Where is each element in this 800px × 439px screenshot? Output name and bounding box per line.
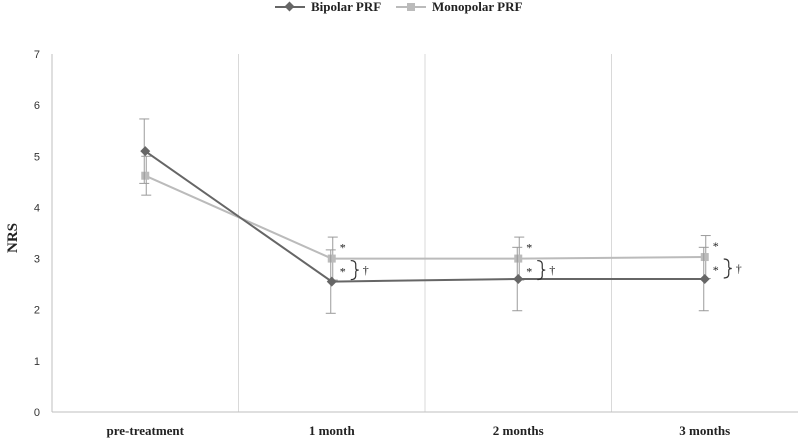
monopolar-point bbox=[700, 253, 709, 262]
bipolar-series-line bbox=[144, 150, 705, 283]
y-tick-label: 4 bbox=[34, 202, 40, 214]
x-tick-label: 1 month bbox=[309, 423, 356, 438]
bipolar-significance-mark: * bbox=[340, 265, 346, 279]
between-group-brace bbox=[350, 259, 359, 281]
x-tick-label: 3 months bbox=[679, 423, 730, 438]
y-tick-label: 6 bbox=[34, 100, 40, 112]
monopolar-significance-mark: * bbox=[340, 241, 346, 255]
legend-bipolar-marker bbox=[284, 1, 295, 12]
monopolar-point bbox=[327, 254, 336, 263]
legend-monopolar-label: Monopolar PRF bbox=[432, 0, 522, 14]
y-axis-label: NRS bbox=[5, 223, 21, 253]
legend: Bipolar PRF Monopolar PRF bbox=[275, 0, 522, 14]
bipolar-point bbox=[513, 274, 524, 285]
plot-area: 0 1 2 3 4 5 6 7 pre-treatment 1 month 2 months 3 mo… bbox=[34, 49, 798, 438]
between-group-mark: † bbox=[736, 262, 742, 276]
y-tick-label: 3 bbox=[34, 254, 40, 266]
legend-monopolar-marker bbox=[407, 3, 415, 11]
bipolar-point bbox=[140, 146, 151, 157]
monopolar-point bbox=[141, 171, 150, 180]
between-group-mark: † bbox=[549, 263, 555, 277]
between-group-mark: † bbox=[363, 263, 369, 277]
y-tick-label: 2 bbox=[34, 305, 40, 317]
legend-bipolar-label: Bipolar PRF bbox=[311, 0, 381, 14]
between-group-brace bbox=[537, 259, 546, 281]
bipolar-significance-mark: * bbox=[526, 265, 532, 279]
y-tick-label: 1 bbox=[34, 356, 40, 368]
x-tick-label: 2 months bbox=[493, 423, 544, 438]
between-group-brace bbox=[723, 258, 732, 279]
y-tick-label: 5 bbox=[34, 151, 40, 163]
x-tick-label: pre-treatment bbox=[107, 423, 185, 438]
monopolar-significance-mark: * bbox=[713, 239, 719, 253]
bipolar-point bbox=[699, 274, 710, 285]
bipolar-point bbox=[326, 276, 337, 287]
y-tick-label: 0 bbox=[34, 407, 40, 419]
monopolar-significance-mark: * bbox=[526, 241, 532, 255]
y-tick-label: 7 bbox=[34, 49, 40, 61]
bipolar-significance-mark: * bbox=[713, 263, 719, 277]
monopolar-point bbox=[514, 254, 523, 263]
